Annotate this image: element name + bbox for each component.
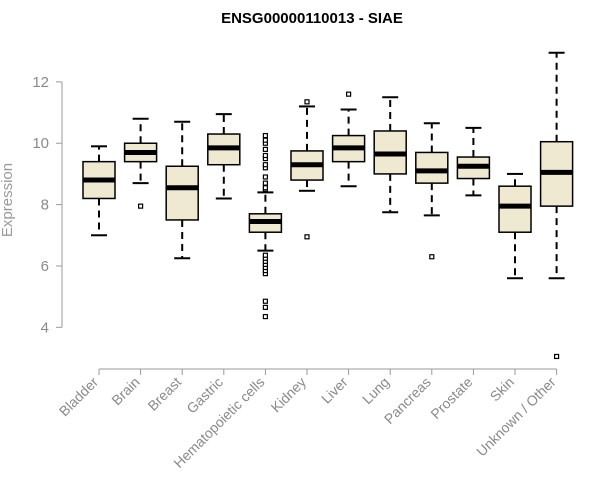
outlier-point bbox=[262, 298, 268, 304]
box-skin bbox=[498, 172, 532, 280]
x-tick-label: Unknown / Other bbox=[473, 374, 559, 460]
x-tick-label: Brain bbox=[108, 374, 142, 408]
box-lung bbox=[373, 96, 407, 214]
outlier-point bbox=[429, 254, 435, 260]
box-breast bbox=[165, 120, 199, 260]
box-pancreas bbox=[415, 122, 449, 260]
outlier-point bbox=[304, 234, 310, 240]
x-tick-label: Kidney bbox=[268, 374, 310, 416]
outlier-point bbox=[262, 146, 268, 152]
outlier-point bbox=[262, 132, 268, 139]
x-tick-label: Bladder bbox=[56, 374, 102, 420]
outlier-point bbox=[262, 152, 268, 159]
boxes-group bbox=[82, 51, 574, 360]
y-axis-label: Expression bbox=[0, 163, 16, 237]
box-brain bbox=[123, 117, 158, 209]
y-axis: 4 6 8 10 12 bbox=[32, 74, 63, 336]
x-tick-label: Lung bbox=[359, 374, 392, 407]
y-tick-label: 8 bbox=[41, 197, 49, 214]
outlier-point bbox=[262, 252, 268, 258]
box-bladder bbox=[82, 145, 116, 237]
box-prostate bbox=[456, 126, 491, 197]
y-tick-label: 6 bbox=[41, 258, 49, 275]
outlier-point bbox=[262, 313, 268, 320]
y-tick-label: 4 bbox=[41, 319, 49, 336]
box-unknown-other bbox=[539, 51, 574, 360]
y-tick-label: 10 bbox=[32, 135, 49, 152]
outlier-point bbox=[553, 353, 560, 360]
box-liver bbox=[331, 91, 366, 188]
box-iqr bbox=[498, 185, 532, 233]
box-iqr bbox=[165, 165, 199, 221]
outlier-point bbox=[138, 203, 144, 209]
box-iqr bbox=[415, 151, 449, 184]
outlier-point bbox=[262, 162, 268, 168]
x-tick-label: Breast bbox=[144, 374, 184, 414]
x-tick-label: Skin bbox=[487, 374, 518, 405]
outlier-point bbox=[262, 137, 268, 143]
chart-title: ENSG00000110013 - SIAE bbox=[221, 10, 403, 27]
y-tick-label: 12 bbox=[32, 74, 49, 91]
outlier-point bbox=[346, 91, 352, 97]
outlier-point bbox=[262, 174, 268, 180]
outlier-point bbox=[262, 304, 268, 310]
outlier-point bbox=[262, 185, 268, 191]
box-hematopoietic-cells bbox=[248, 132, 283, 320]
x-tick-label: Prostate bbox=[427, 374, 475, 422]
x-tick-label: Liver bbox=[318, 374, 351, 407]
box-gastric bbox=[207, 113, 241, 200]
outlier-point bbox=[262, 180, 268, 186]
box-kidney bbox=[290, 99, 324, 240]
outlier-point bbox=[304, 99, 310, 105]
